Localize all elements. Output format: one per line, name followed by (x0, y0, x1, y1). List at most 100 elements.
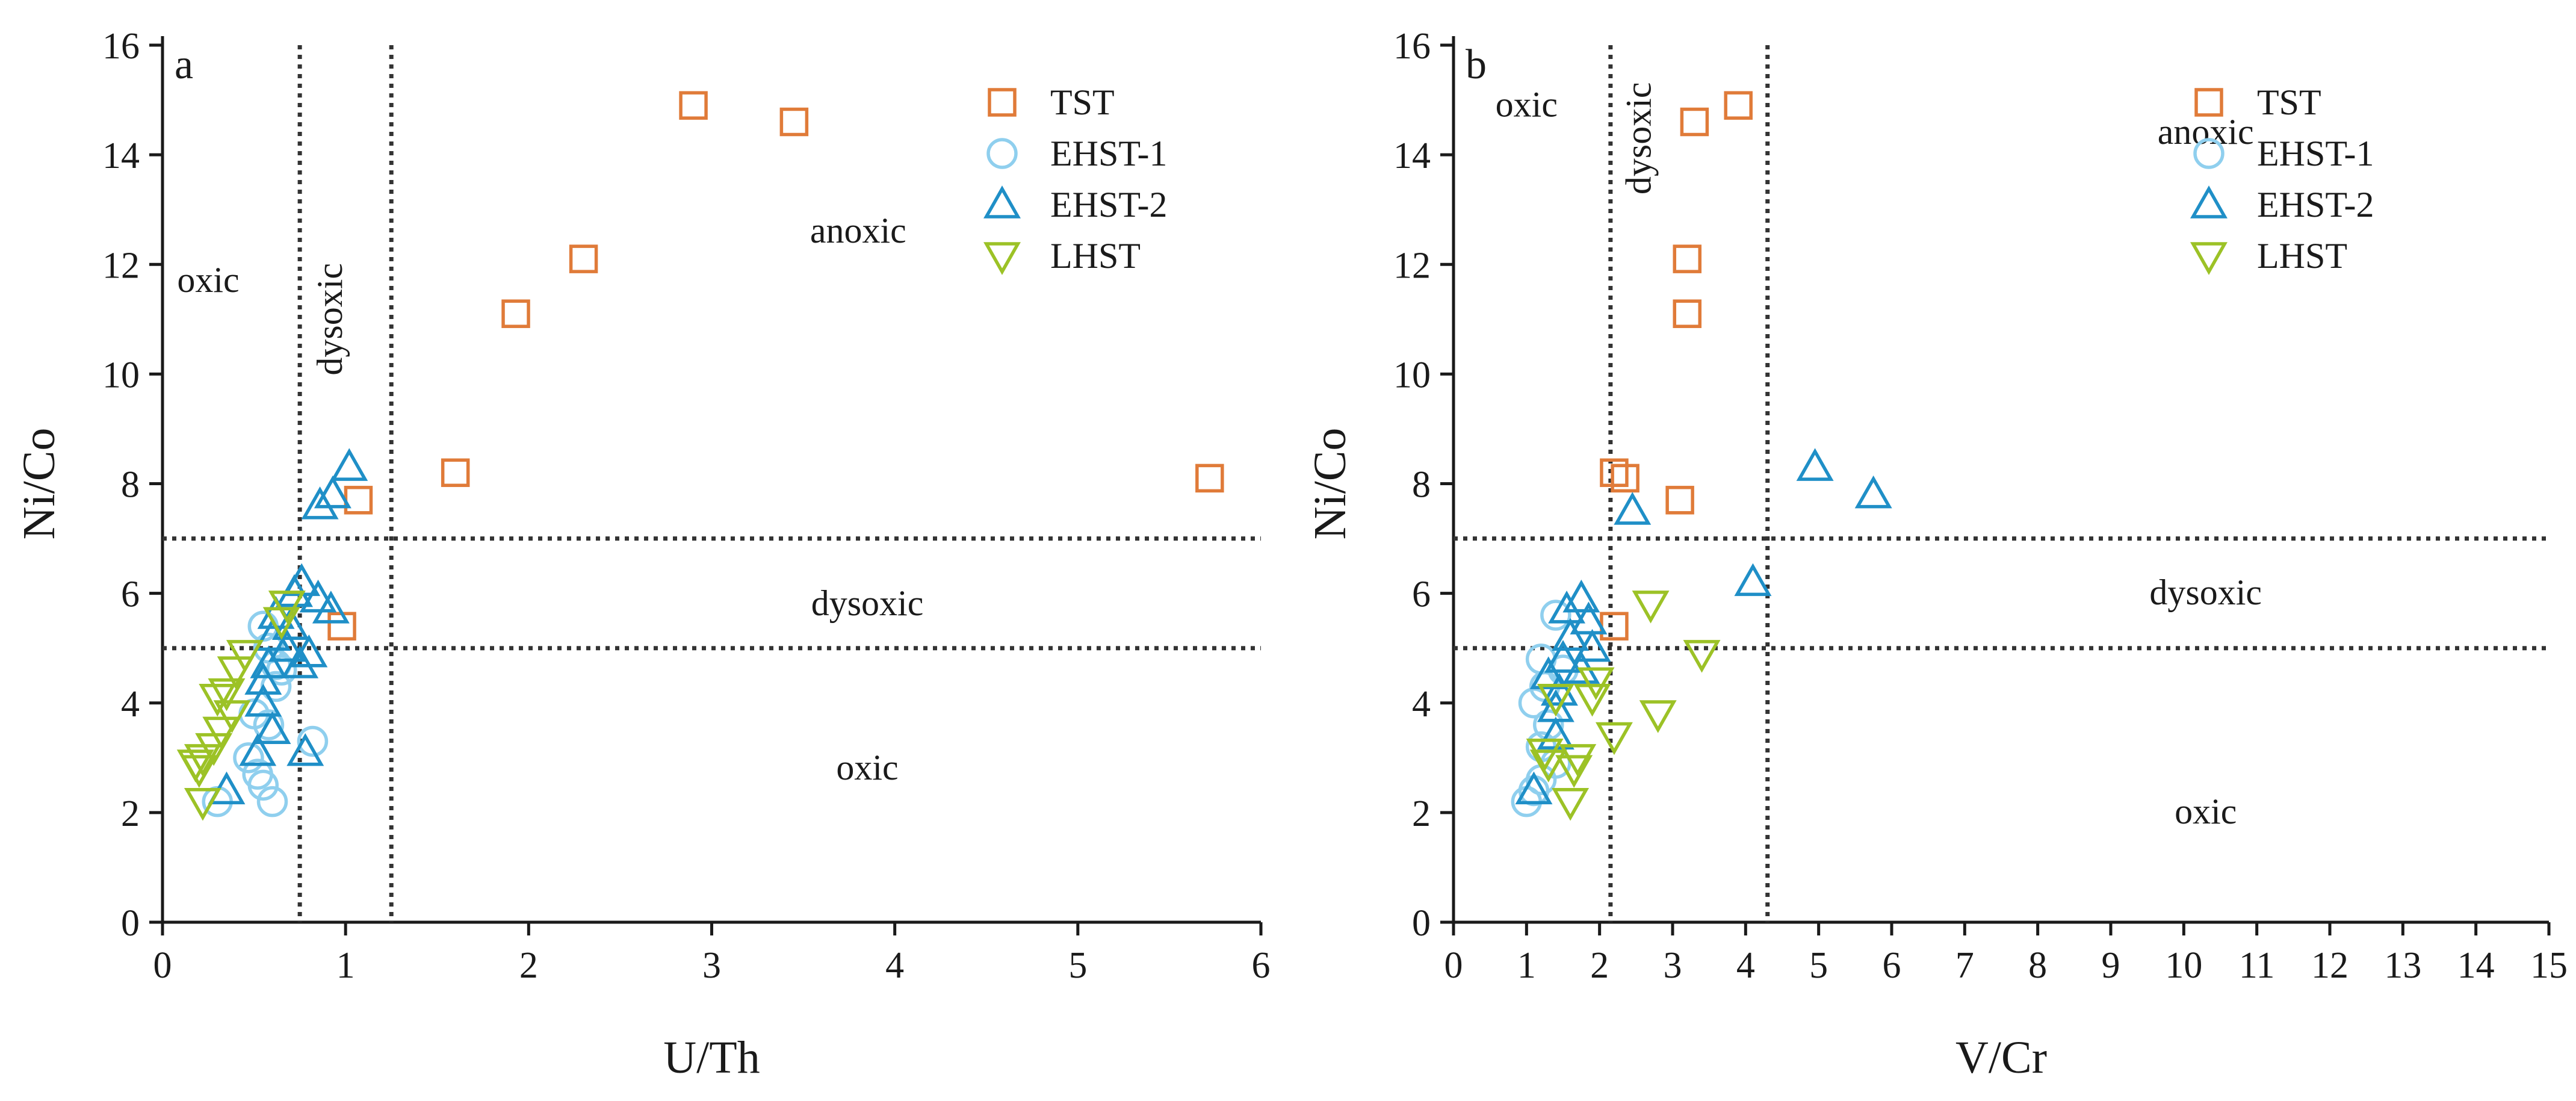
x-tick-label: 4 (885, 945, 904, 986)
x-axis-title: U/Th (663, 1032, 760, 1083)
y-tick-label: 10 (1393, 355, 1431, 395)
data-point (1515, 771, 1553, 805)
data-point (1573, 628, 1611, 662)
data-point (262, 607, 300, 640)
y-tick-label: 8 (121, 465, 140, 506)
data-point (314, 475, 351, 509)
x-tick-label: 12 (2311, 945, 2348, 986)
x-tick-label: 14 (2457, 945, 2495, 986)
data-point (1529, 749, 1567, 783)
panel-label: b (1466, 42, 1487, 88)
data-point (268, 591, 306, 624)
data-point (217, 656, 255, 689)
y-tick-label: 16 (1393, 26, 1431, 67)
legend-marker (983, 185, 1021, 219)
legend-marker (2194, 88, 2223, 117)
data-point (1544, 640, 1582, 673)
panel-label: a (175, 42, 193, 88)
data-point (1537, 683, 1574, 717)
legend-label: LHST (1050, 236, 1141, 276)
region-label: oxic (1496, 84, 1558, 124)
data-point (1639, 700, 1677, 733)
data-point (327, 612, 356, 641)
region-label: oxic (2175, 792, 2237, 831)
legend-label: EHST-2 (2257, 185, 2374, 225)
x-tick-label: 6 (1883, 945, 1901, 986)
data-point (299, 579, 337, 613)
region-label: oxic (177, 260, 239, 300)
x-tick-label: 0 (1444, 945, 1463, 986)
data-point (441, 458, 470, 488)
data-point (1611, 464, 1639, 493)
x-tick-label: 2 (519, 945, 538, 986)
y-tick-label: 10 (102, 355, 140, 395)
data-point (297, 725, 329, 757)
legend-label: EHST-1 (2257, 134, 2374, 173)
data-point (1614, 492, 1652, 525)
y-tick-label: 14 (102, 135, 140, 176)
data-point (569, 244, 598, 273)
data-point (244, 662, 282, 695)
y-tick-label: 6 (1412, 574, 1431, 615)
x-tick-label: 1 (1517, 945, 1536, 986)
y-tick-label: 6 (121, 574, 140, 615)
data-point (1552, 618, 1590, 651)
legend-marker (2190, 242, 2228, 275)
panel-b-scatter-chart: 0 1 2 3 4 5 6 7 8 9 10 11 12 13 14 150246810121416V/CrN… (1305, 26, 2568, 1083)
data-point (213, 700, 251, 733)
data-point (1734, 563, 1772, 597)
data-point (1195, 464, 1224, 493)
x-tick-label: 2 (1590, 945, 1609, 986)
data-point (184, 787, 221, 821)
series-lhst (176, 591, 306, 821)
y-tick-label: 2 (1412, 793, 1431, 834)
legend-label: TST (2257, 82, 2321, 122)
y-tick-label: 12 (1393, 245, 1431, 286)
data-point (1673, 244, 1702, 273)
x-tick-label: 6 (1252, 945, 1271, 986)
legend-marker (986, 138, 1018, 169)
data-point (1548, 591, 1586, 624)
data-point (1673, 299, 1702, 328)
data-point (239, 733, 277, 766)
legend: TST EHST-1 EHST-2 LHST (983, 82, 1167, 276)
legend-marker (988, 88, 1017, 117)
data-point (256, 786, 288, 817)
data-point (1632, 591, 1670, 624)
data-point (1796, 448, 1834, 481)
y-axis-title: Ni/Co (1305, 428, 1355, 540)
region-label: dysoxic (310, 263, 350, 376)
x-tick-label: 10 (2165, 945, 2202, 986)
data-point (344, 486, 373, 515)
data-point (1540, 600, 1571, 631)
legend-marker (2193, 138, 2225, 169)
data-point (1724, 91, 1753, 120)
data-point (180, 755, 218, 788)
x-tick-label: 15 (2530, 945, 2568, 986)
y-tick-label: 2 (121, 793, 140, 834)
data-point (244, 683, 282, 717)
data-point (679, 91, 708, 120)
region-label: dysoxic (1619, 82, 1659, 194)
x-tick-label: 11 (2239, 945, 2275, 986)
x-tick-label: 3 (1664, 945, 1682, 986)
data-point (1680, 107, 1709, 137)
x-tick-label: 7 (1955, 945, 1974, 986)
data-point (779, 107, 809, 137)
x-tick-label: 3 (702, 945, 721, 986)
data-point (1573, 683, 1611, 717)
legend-marker (983, 242, 1021, 275)
data-point (253, 711, 291, 744)
data-point (301, 486, 339, 519)
data-point (1854, 475, 1892, 509)
legend-label: TST (1050, 82, 1115, 122)
x-tick-label: 1 (336, 945, 355, 986)
data-point (1526, 739, 1564, 772)
legend-label: EHST-2 (1050, 185, 1167, 225)
legend-label: LHST (2257, 236, 2347, 276)
data-point (195, 733, 233, 766)
data-point (233, 742, 264, 774)
y-tick-label: 12 (102, 245, 140, 286)
